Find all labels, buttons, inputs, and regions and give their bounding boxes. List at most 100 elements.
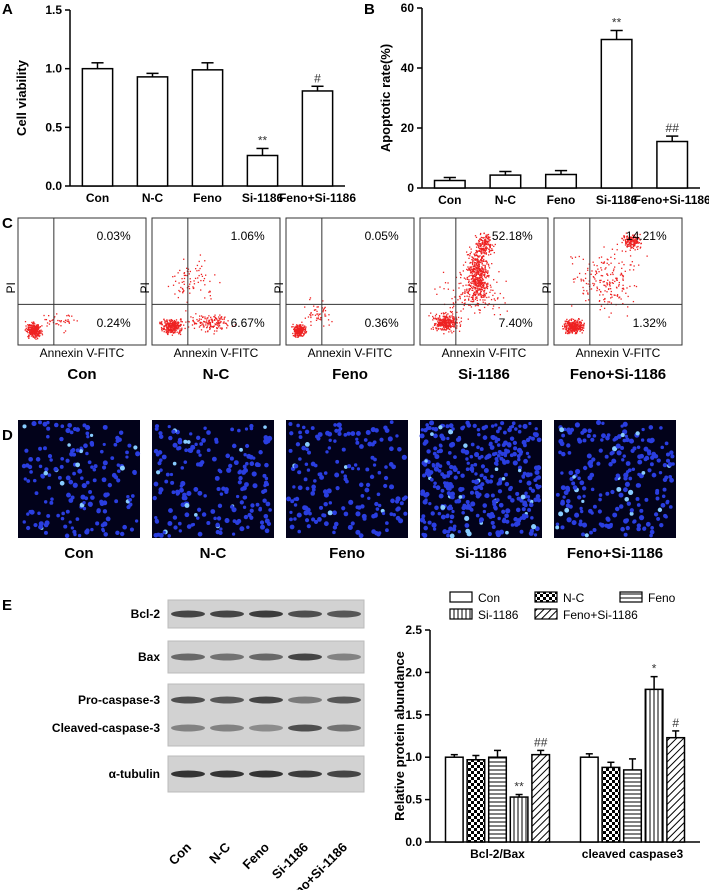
nucleus bbox=[289, 431, 294, 436]
event-dot bbox=[477, 285, 480, 287]
event-dot bbox=[621, 274, 624, 277]
event-dot bbox=[466, 268, 468, 271]
nucleus bbox=[311, 484, 316, 490]
event-dot bbox=[472, 275, 474, 277]
event-dot bbox=[478, 288, 481, 290]
nucleus bbox=[558, 511, 564, 517]
nucleus bbox=[512, 440, 518, 446]
x-tick-label: cleaved caspase3 bbox=[582, 847, 684, 861]
event-dot bbox=[64, 321, 66, 324]
event-dot bbox=[448, 318, 450, 320]
event-dot bbox=[481, 236, 483, 239]
event-dot bbox=[210, 325, 212, 327]
event-dot bbox=[458, 295, 461, 298]
event-dot bbox=[600, 291, 602, 293]
event-dot bbox=[482, 252, 485, 254]
event-dot bbox=[473, 283, 475, 285]
event-dot bbox=[212, 319, 214, 322]
nucleus bbox=[167, 534, 172, 538]
event-dot bbox=[303, 327, 305, 330]
nucleus bbox=[496, 443, 501, 447]
event-dot bbox=[475, 293, 477, 295]
event-dot bbox=[596, 289, 598, 292]
event-dot bbox=[486, 261, 488, 264]
event-dot bbox=[43, 314, 45, 317]
event-dot bbox=[301, 321, 303, 323]
event-dot bbox=[482, 264, 484, 266]
nucleus bbox=[92, 478, 97, 483]
event-dot bbox=[212, 326, 214, 328]
event-dot bbox=[296, 324, 298, 327]
nucleus bbox=[389, 512, 394, 516]
event-dot bbox=[445, 322, 447, 325]
event-dot bbox=[448, 315, 451, 317]
event-dot bbox=[38, 335, 40, 338]
nucleus bbox=[304, 462, 309, 466]
nucleus bbox=[154, 519, 160, 524]
nucleus bbox=[446, 533, 450, 538]
nucleus bbox=[21, 463, 27, 469]
event-dot bbox=[625, 242, 627, 244]
event-dot bbox=[488, 248, 490, 250]
nucleus bbox=[576, 437, 582, 442]
nucleus bbox=[288, 422, 293, 426]
event-dot bbox=[186, 274, 188, 277]
event-dot bbox=[486, 241, 489, 243]
nucleus bbox=[419, 517, 426, 523]
nucleus bbox=[184, 448, 188, 453]
nucleus bbox=[464, 523, 470, 528]
event-dot bbox=[296, 325, 298, 328]
event-dot bbox=[480, 271, 482, 273]
nucleus bbox=[374, 531, 379, 536]
nucleus bbox=[625, 525, 630, 531]
event-dot bbox=[208, 319, 210, 322]
event-dot bbox=[481, 277, 484, 280]
nucleus bbox=[186, 440, 191, 444]
y-axis-label: Relative protein abundance bbox=[392, 651, 407, 821]
x-tick-label: Si-1186 bbox=[242, 191, 284, 205]
nucleus bbox=[448, 492, 453, 497]
event-dot bbox=[299, 330, 301, 332]
event-dot bbox=[479, 255, 481, 257]
event-dot bbox=[484, 250, 486, 253]
nucleus bbox=[419, 433, 425, 439]
nucleus bbox=[476, 445, 480, 450]
event-dot bbox=[291, 326, 293, 328]
nucleus bbox=[519, 498, 524, 503]
nucleus bbox=[197, 490, 203, 496]
event-dot bbox=[467, 292, 470, 295]
nucleus bbox=[507, 427, 512, 433]
event-dot bbox=[591, 270, 593, 272]
event-dot bbox=[634, 249, 636, 251]
event-dot bbox=[483, 232, 485, 235]
nucleus bbox=[438, 464, 443, 468]
event-dot bbox=[437, 318, 439, 320]
event-dot bbox=[570, 256, 572, 258]
event-dot bbox=[482, 271, 485, 274]
event-dot bbox=[312, 314, 314, 316]
event-dot bbox=[466, 254, 469, 256]
event-dot bbox=[198, 326, 201, 328]
event-dot bbox=[474, 262, 477, 264]
event-dot bbox=[181, 321, 183, 323]
nucleus bbox=[611, 458, 617, 464]
event-dot bbox=[444, 325, 446, 327]
nucleus bbox=[327, 510, 333, 516]
event-dot bbox=[298, 330, 300, 332]
event-dot bbox=[32, 327, 34, 329]
event-dot bbox=[464, 289, 466, 291]
event-dot bbox=[476, 271, 478, 274]
event-dot bbox=[439, 325, 441, 327]
nucleus bbox=[379, 437, 384, 442]
event-dot bbox=[164, 320, 166, 322]
nucleus bbox=[460, 487, 465, 491]
event-dot bbox=[477, 268, 479, 270]
event-dot bbox=[616, 277, 618, 280]
nucleus bbox=[66, 492, 71, 498]
event-dot bbox=[568, 323, 570, 325]
nucleus bbox=[433, 466, 439, 472]
nucleus bbox=[517, 457, 521, 462]
event-dot bbox=[476, 269, 478, 271]
event-dot bbox=[298, 334, 300, 336]
event-dot bbox=[33, 332, 35, 334]
